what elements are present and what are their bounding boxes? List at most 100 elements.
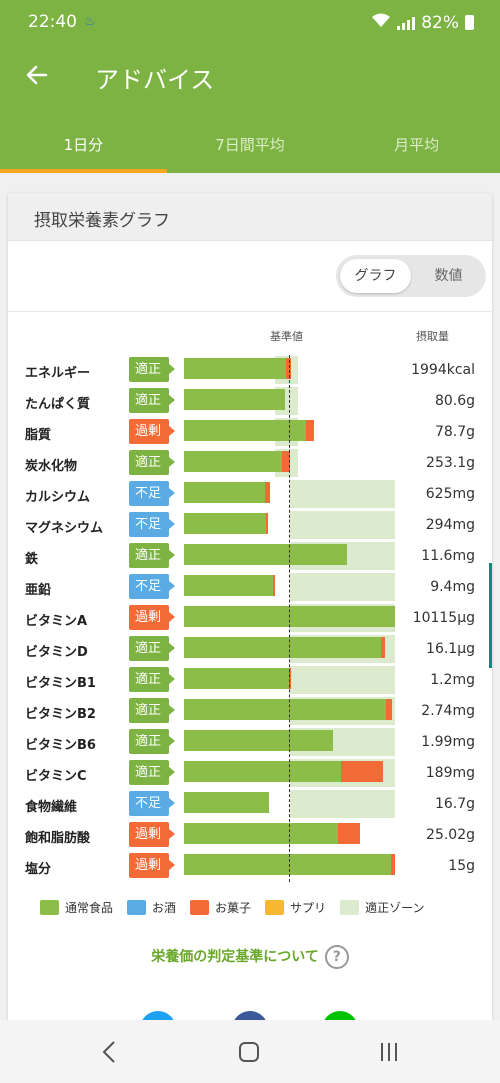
appropriate-zone (290, 511, 395, 539)
status-badge: 適正 (129, 729, 175, 754)
scrollbar[interactable] (489, 563, 492, 668)
nutrient-row: ビタミンA 過剰 10115µg (8, 603, 492, 634)
legend-label: 通常食品 (65, 901, 114, 915)
back-arrow-icon[interactable] (22, 60, 52, 90)
nutrient-rows: エネルギー 適正 1994kcal たんぱく質 適正 80.6g 脂質 過剰 78.7g 炭水化物… (8, 355, 492, 882)
nutrient-row: エネルギー 適正 1994kcal (8, 355, 492, 386)
appropriate-zone (290, 790, 395, 818)
status-icons: 82% (371, 12, 474, 33)
battery-icon (465, 15, 474, 30)
intake-bar (184, 637, 386, 658)
snack-segment (265, 513, 268, 534)
intake-value: 189mg (425, 765, 475, 781)
legend-item: お酒 (127, 899, 176, 916)
nutrient-row: カルシウム 不足 625mg (8, 479, 492, 510)
intake-bar (184, 451, 290, 472)
value-view-button[interactable]: 数値 (434, 268, 463, 284)
app-bar: アドバイス (0, 48, 500, 106)
intake-bar (184, 358, 292, 379)
status-badge: 適正 (129, 636, 175, 661)
nutrient-row: 鉄 適正 11.6mg (8, 541, 492, 572)
status-bar: 22:40 ♨ 82% (0, 0, 500, 48)
card-title: 摂取栄養素グラフ (8, 193, 492, 241)
intake-bar (184, 575, 276, 596)
nav-recent-apps-icon[interactable] (374, 1038, 404, 1066)
snack-segment (305, 420, 315, 441)
nav-back-icon[interactable] (95, 1038, 125, 1066)
status-badge: 過剰 (129, 419, 175, 444)
snack-segment (337, 823, 360, 844)
nutrient-name: たんぱく質 (25, 397, 91, 412)
facebook-share-icon[interactable] (232, 1011, 268, 1020)
graph-view-button[interactable]: グラフ (340, 259, 411, 293)
nutrient-name: 脂質 (25, 428, 52, 443)
intake-value: 9.4mg (430, 579, 475, 595)
tab-one-day[interactable]: 1日分 (0, 106, 167, 173)
snack-segment (340, 761, 384, 782)
signal-icon (397, 16, 416, 30)
appropriate-zone (290, 573, 395, 601)
nutrient-graph-card: 摂取栄養素グラフ グラフ 数値 基準値 摂取量 エネルギー 適正 1994kcal た… (8, 193, 492, 1020)
intake-bar (184, 823, 360, 844)
intake-bar (184, 699, 392, 720)
intake-bar (184, 761, 384, 782)
page-title: アドバイス (95, 66, 215, 94)
nutrient-name: 塩分 (25, 862, 52, 877)
battery-percent: 82% (421, 12, 459, 33)
normal-food-segment (184, 358, 286, 379)
legend-swatch (40, 900, 59, 915)
status-badge: 不足 (129, 574, 175, 599)
status-badge: 過剰 (129, 853, 175, 878)
status-badge: 適正 (129, 357, 175, 382)
legend-label: 適正ゾーン (365, 901, 425, 915)
tab-seven-day-average[interactable]: 7日間平均 (215, 136, 285, 154)
intake-value: 11.6mg (421, 548, 475, 564)
content-area: 摂取栄養素グラフ グラフ 数値 基準値 摂取量 エネルギー 適正 1994kcal た… (0, 173, 500, 1020)
status-badge: 過剰 (129, 605, 175, 630)
system-nav-bar (0, 1020, 500, 1083)
nutrient-row: マグネシウム 不足 294mg (8, 510, 492, 541)
status-badge: 適正 (129, 698, 175, 723)
nutrient-row: ビタミンB6 適正 1.99mg (8, 727, 492, 758)
criteria-link[interactable]: 栄養価の判定基準について? (8, 945, 492, 969)
intake-header: 摂取量 (416, 330, 449, 343)
nutrient-name: 亜鉛 (25, 583, 52, 598)
nutrient-row: ビタミンB1 適正 1.2mg (8, 665, 492, 696)
criteria-link-text[interactable]: 栄養価の判定基準について (151, 949, 319, 965)
normal-food-segment (184, 854, 391, 875)
nutrient-name: エネルギー (25, 366, 91, 381)
help-icon[interactable]: ? (324, 945, 349, 969)
snack-segment (285, 358, 292, 379)
intake-bar (184, 668, 292, 689)
intake-value: 16.1µg (426, 641, 475, 657)
nutrient-row: ビタミンC 適正 189mg (8, 758, 492, 789)
appropriate-zone (290, 666, 395, 694)
intake-bar (184, 544, 348, 565)
line-share-icon[interactable] (322, 1011, 358, 1020)
legend: 通常食品 お酒 お菓子 サプリ 適正ゾーン (40, 899, 424, 916)
nutrient-row: 食物繊維 不足 16.7g (8, 789, 492, 820)
intake-value: 10115µg (412, 610, 475, 626)
nutrient-row: たんぱく質 適正 80.6g (8, 386, 492, 417)
normal-food-segment (184, 761, 341, 782)
status-badge: 適正 (129, 450, 175, 475)
period-tabs: 1日分 7日間平均 月平均 (0, 106, 500, 173)
intake-value: 253.1g (426, 455, 475, 471)
intake-value: 625mg (425, 486, 475, 502)
wifi-icon (371, 12, 391, 33)
intake-value: 15g (448, 858, 475, 874)
legend-swatch (190, 900, 210, 915)
nutrient-row: 炭水化物 適正 253.1g (8, 448, 492, 479)
legend-swatch (127, 900, 147, 915)
snack-segment (281, 451, 290, 472)
nutrient-row: 飽和脂肪酸 過剰 25.02g (8, 820, 492, 851)
twitter-share-icon[interactable] (140, 1011, 176, 1020)
nutrient-name: ビタミンA (25, 614, 88, 629)
nav-home-icon[interactable] (234, 1038, 264, 1066)
status-badge: 不足 (129, 512, 175, 537)
legend-item: 通常食品 (40, 899, 113, 916)
intake-value: 1.99mg (421, 734, 475, 750)
status-badge: 適正 (129, 388, 175, 413)
tab-monthly-average[interactable]: 月平均 (394, 136, 440, 154)
nutrient-row: 塩分 過剰 15g (8, 851, 492, 882)
